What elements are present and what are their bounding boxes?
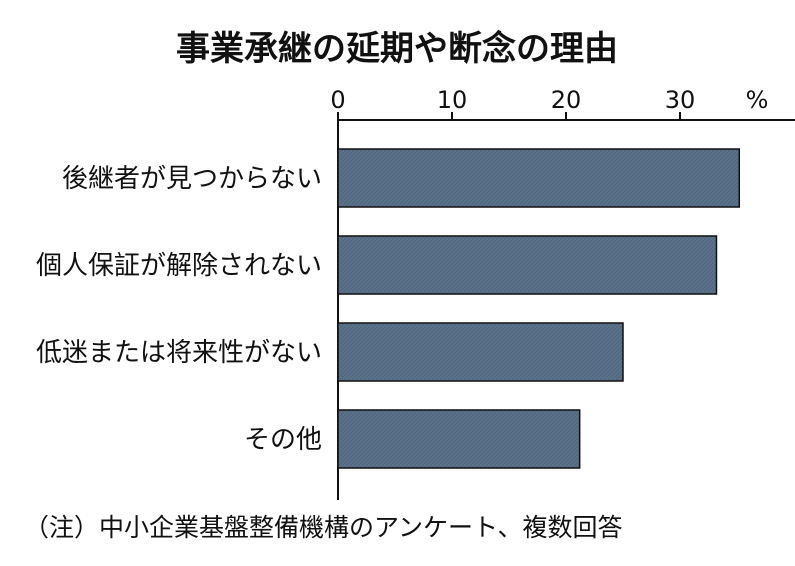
- x-tick-label: 20: [551, 86, 582, 114]
- bar: [337, 322, 624, 382]
- chart-note: （注）中小企業基盤整備機構のアンケート、複数回答: [24, 513, 623, 542]
- category-label: 低迷または将来性がない: [36, 338, 322, 368]
- bar: [337, 409, 581, 469]
- bar: [337, 235, 718, 295]
- category-label: 個人保証が解除されない: [36, 251, 322, 281]
- bar: [337, 148, 741, 208]
- category-label: 後継者が見つからない: [62, 164, 322, 194]
- chart-title: 事業承継の延期や断念の理由: [176, 29, 618, 69]
- category-label: その他: [244, 425, 322, 455]
- axis-unit-label: %: [746, 86, 769, 114]
- bars: [337, 148, 741, 469]
- x-tick-label: 10: [437, 86, 468, 114]
- x-axis-ticks: 0 10 20 30: [330, 86, 695, 120]
- x-tick-label: 30: [665, 86, 696, 114]
- x-tick-label: 0: [330, 86, 345, 114]
